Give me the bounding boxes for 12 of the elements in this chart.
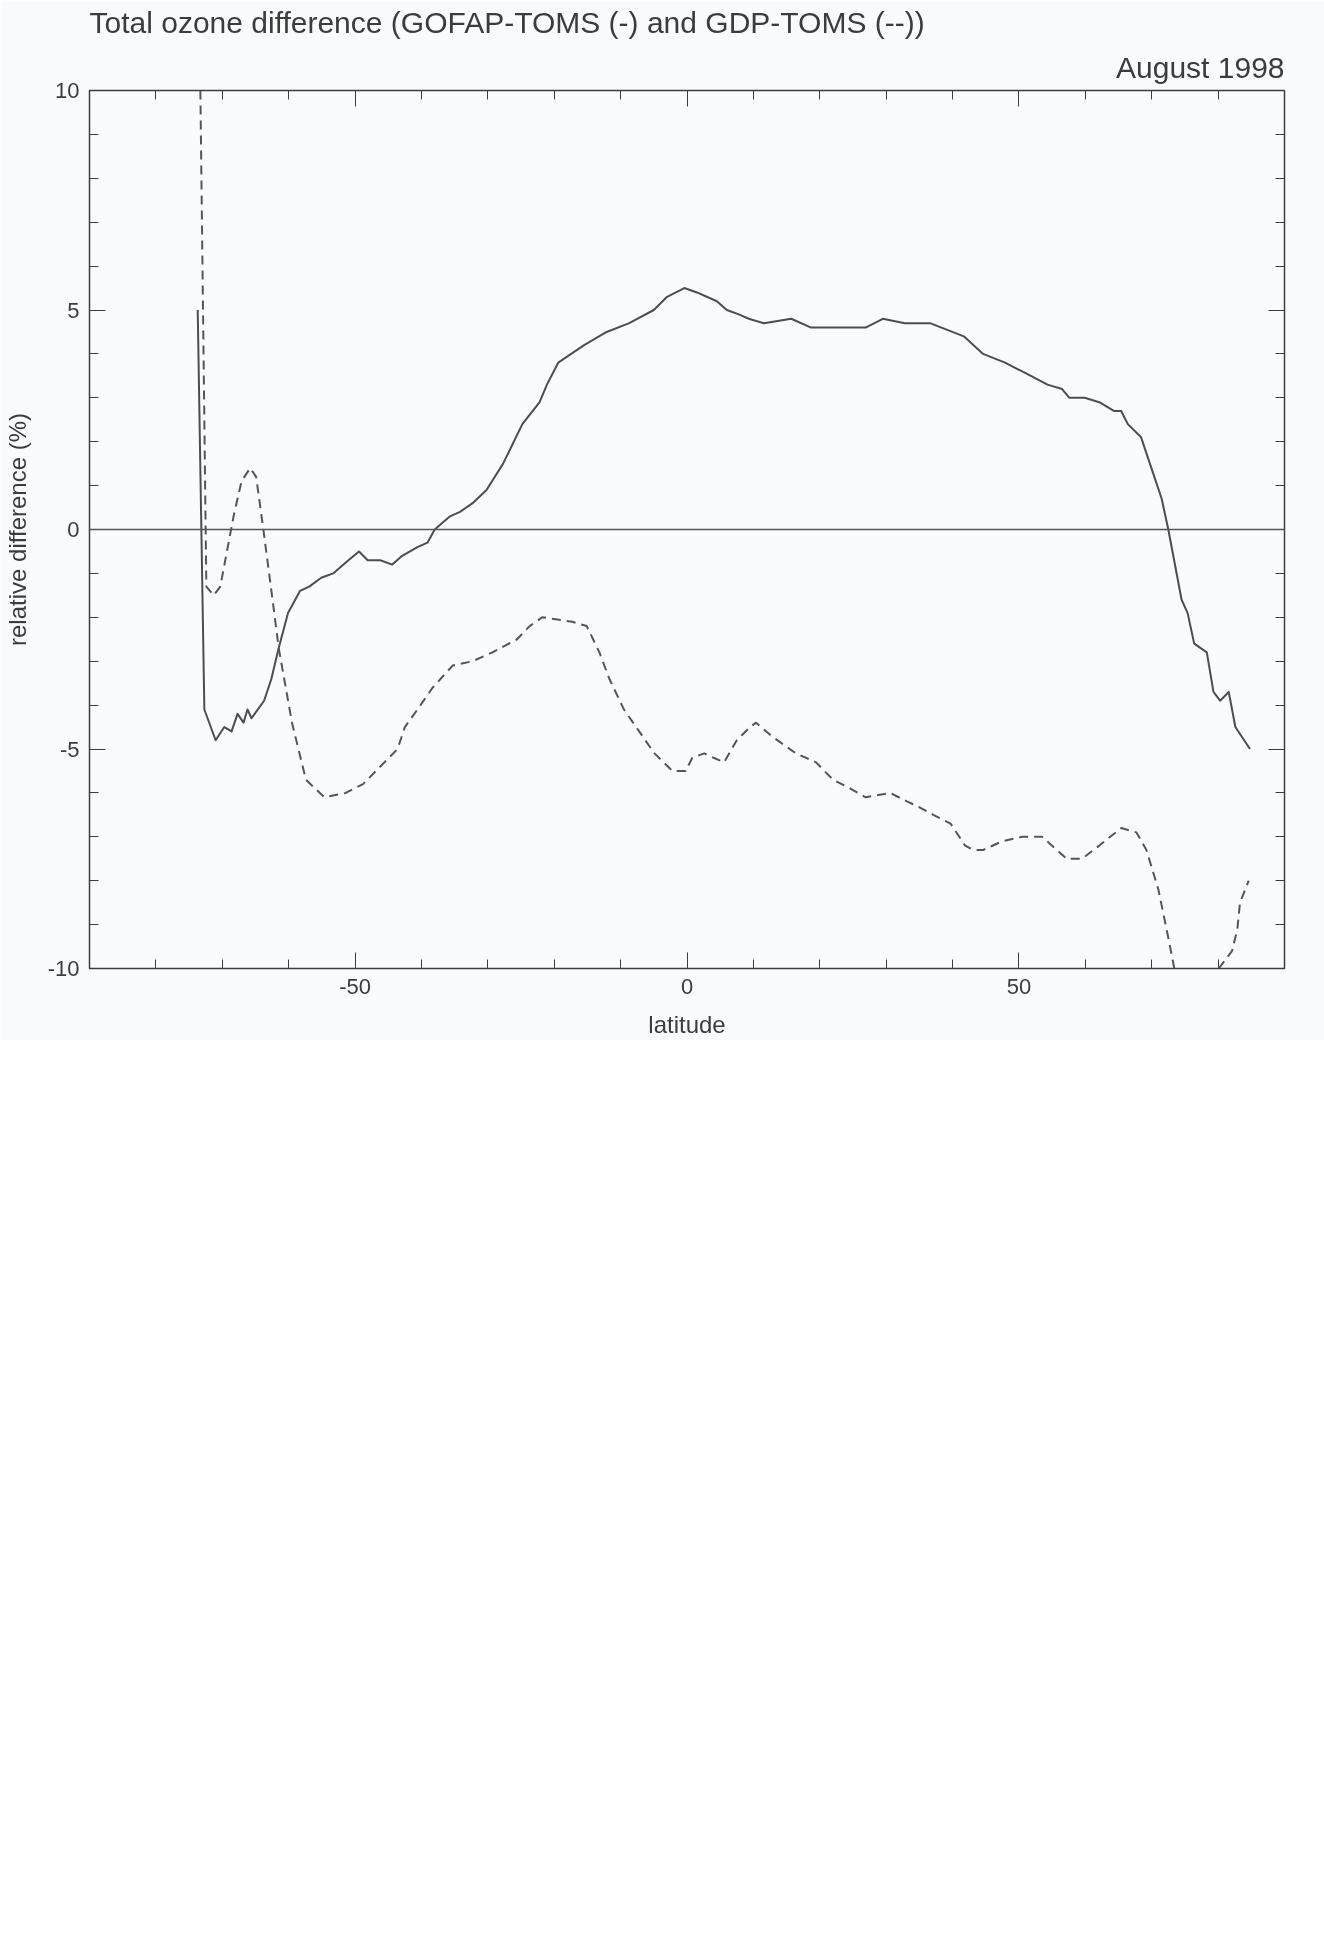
y-tick-label: -10	[47, 956, 80, 981]
y-tick-label: 10	[55, 78, 80, 103]
x-axis-title: latitude	[648, 1010, 726, 1038]
y-tick-label: 5	[67, 297, 80, 323]
x-tick-label: 0	[680, 973, 694, 999]
y-tick-label: -5	[59, 736, 80, 762]
y-axis-title: relative difference (%)	[3, 413, 31, 646]
chart-title: Total ozone difference (GOFAP-TOMS (-) and GDP-TOMS (--))	[89, 5, 925, 39]
y-tick-label: 0	[67, 517, 80, 542]
x-tick-label: -50	[339, 973, 371, 999]
chart-subtitle: August 1998	[1116, 50, 1285, 84]
x-tick-label: 50	[1006, 973, 1032, 999]
